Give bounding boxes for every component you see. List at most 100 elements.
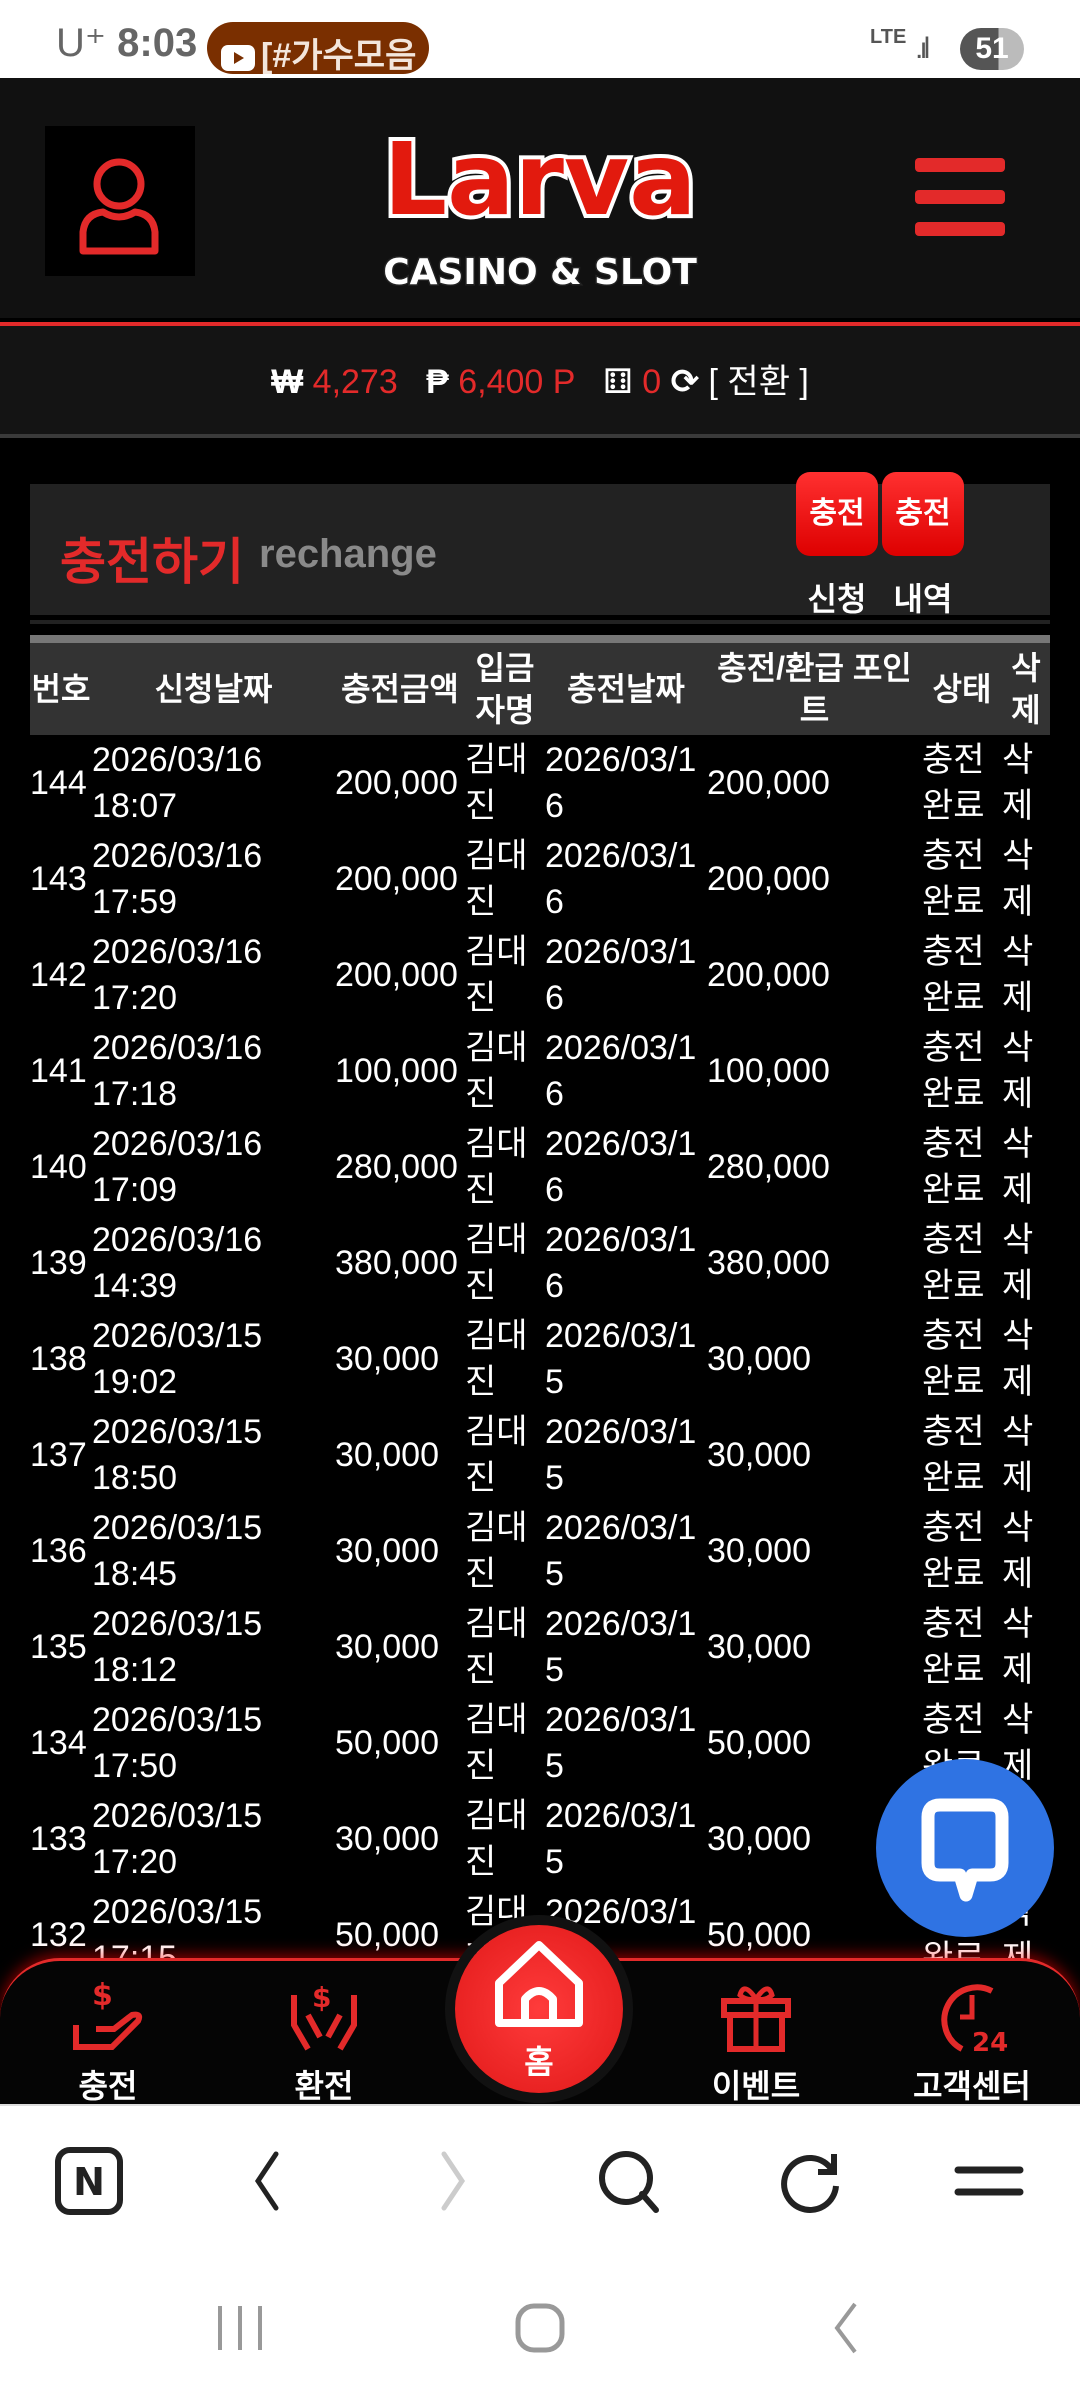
request-date-time: 14:39 — [92, 1267, 178, 1305]
table-row: 143 2026/03/16 17:59 200,000 김대진 2026/03/16 20… — [30, 831, 1050, 927]
delete-button[interactable]: 삭제 — [1002, 1605, 1034, 1689]
chat-button[interactable] — [876, 1759, 1054, 1937]
request-date: 2026/03/16 17:18 — [92, 1023, 335, 1119]
hamburger-menu-button[interactable] — [915, 158, 1005, 238]
recent-apps-icon[interactable] — [210, 2298, 270, 2358]
clock-24-icon: 24 — [941, 1984, 1008, 2058]
charge-amount: 30,000 — [335, 1820, 439, 1858]
depositor-name: 김대진 — [465, 1605, 528, 1689]
chat-icon — [921, 1798, 1009, 1902]
dice-count: 0 — [642, 363, 662, 401]
charge-date: 2026/03/15 — [545, 1413, 697, 1497]
battery-icon: 51 — [960, 28, 1024, 70]
divider — [30, 620, 1050, 624]
divider — [0, 322, 1080, 326]
table-header: 번호 신청날짜 충전금액 입금자명 충전날짜 충전/환급 포인트 상태 삭제 — [30, 639, 1050, 735]
table-row: 137 2026/03/15 18:50 30,000 김대진 2026/03/15 30,… — [30, 1407, 1050, 1503]
svg-text:24: 24 — [972, 2028, 1008, 2055]
forward-icon[interactable] — [418, 2146, 488, 2216]
delete-button[interactable]: 삭제 — [1002, 933, 1034, 1017]
request-date-day: 2026/03/15 — [92, 1509, 263, 1547]
nav-support[interactable]: 24 고객센터 — [892, 1961, 1052, 2107]
nav-exchange[interactable]: $ 환전 — [244, 1961, 404, 2107]
page-title: 충전하기 — [60, 534, 244, 590]
points: 280,000 — [707, 1148, 830, 1186]
delete-button[interactable]: 삭제 — [1002, 1317, 1034, 1401]
col-status: 상태 — [932, 671, 992, 707]
convert-button[interactable]: [ 전환 ] — [708, 363, 809, 401]
delete-button[interactable]: 삭제 — [1002, 837, 1034, 921]
depositor-name: 김대진 — [465, 1413, 528, 1497]
system-nav-bar — [0, 2244, 1080, 2400]
status: 충전완료 — [922, 1125, 985, 1209]
request-date-day: 2026/03/16 — [92, 1221, 263, 1259]
recharge-panel: 충전하기 rechange 충전 신청 충전 내역 — [30, 472, 1050, 617]
charge-date: 2026/03/15 — [545, 1605, 697, 1689]
refresh-icon[interactable]: ⟳ — [670, 363, 700, 401]
status: 충전완료 — [922, 1413, 985, 1497]
nav-home[interactable]: 홈 — [455, 1925, 623, 2093]
points: 30,000 — [707, 1340, 811, 1378]
back-system-icon[interactable] — [815, 2298, 875, 2358]
request-date-day: 2026/03/16 — [92, 741, 263, 779]
row-number: 133 — [30, 1820, 87, 1858]
delete-button[interactable]: 삭제 — [1002, 1125, 1034, 1209]
delete-button[interactable]: 삭제 — [1002, 1509, 1034, 1593]
depositor-name: 김대진 — [465, 837, 528, 921]
points: 50,000 — [707, 1916, 811, 1954]
delete-button[interactable]: 삭제 — [1002, 1221, 1034, 1305]
row-number: 144 — [30, 764, 87, 802]
point-icon: ₱ — [426, 363, 449, 401]
request-date: 2026/03/16 17:09 — [92, 1119, 335, 1215]
nav-charge[interactable]: $ 충전 — [28, 1961, 188, 2107]
request-date: 2026/03/16 18:07 — [92, 735, 335, 831]
status: 충전완료 — [922, 1221, 985, 1305]
back-icon[interactable] — [232, 2146, 302, 2216]
delete-button[interactable]: 삭제 — [1002, 741, 1034, 825]
request-date-time: 18:12 — [92, 1651, 178, 1689]
request-date-time: 17:59 — [92, 883, 178, 921]
charge-date: 2026/03/15 — [545, 1509, 697, 1593]
user-button[interactable] — [45, 126, 195, 276]
row-number: 140 — [30, 1148, 87, 1186]
request-date: 2026/03/15 19:02 — [92, 1311, 335, 1407]
status-bar: U⁺ 8:03 [#가수모음 LTE .ıl 51 — [0, 0, 1080, 78]
site-header: Larva CASINO & SLOT — [0, 78, 1080, 326]
depositor-name: 김대진 — [465, 1029, 528, 1113]
request-date: 2026/03/16 17:20 — [92, 927, 335, 1023]
home-system-icon[interactable] — [510, 2298, 570, 2358]
charge-date: 2026/03/16 — [545, 1029, 697, 1113]
charge-request-button[interactable]: 충전 — [796, 472, 878, 556]
request-date-time: 18:50 — [92, 1459, 178, 1497]
user-icon — [79, 158, 159, 255]
points: 100,000 — [707, 1052, 830, 1090]
depositor-name: 김대진 — [465, 741, 528, 825]
menu-icon[interactable] — [954, 2146, 1024, 2216]
request-date: 2026/03/15 18:50 — [92, 1407, 335, 1503]
charge-date: 2026/03/15 — [545, 1317, 697, 1401]
table-row: 135 2026/03/15 18:12 30,000 김대진 2026/03/15 30,… — [30, 1599, 1050, 1695]
svg-text:$: $ — [92, 1978, 113, 2013]
row-number: 138 — [30, 1340, 87, 1378]
svg-text:N: N — [73, 2160, 105, 2204]
request-date: 2026/03/15 18:12 — [92, 1599, 335, 1695]
request-date-day: 2026/03/15 — [92, 1701, 263, 1739]
points: 30,000 — [707, 1820, 811, 1858]
delete-button[interactable]: 삭제 — [1002, 1701, 1034, 1785]
table-row: 142 2026/03/16 17:20 200,000 김대진 2026/03/16 20… — [30, 927, 1050, 1023]
charge-date: 2026/03/15 — [545, 1701, 697, 1785]
charge-request-caption[interactable]: 신청 — [807, 581, 867, 617]
request-date-day: 2026/03/16 — [92, 1125, 263, 1163]
delete-button[interactable]: 삭제 — [1002, 1029, 1034, 1113]
charge-history-caption[interactable]: 내역 — [893, 581, 953, 617]
charge-amount: 200,000 — [335, 764, 458, 802]
reload-icon[interactable] — [776, 2146, 846, 2216]
status: 충전완료 — [922, 837, 985, 921]
naver-home-icon[interactable]: N — [54, 2146, 124, 2216]
col-points: 충전/환급 포인트 — [717, 650, 912, 728]
nav-event[interactable]: 이벤트 — [676, 1961, 836, 2107]
larva-logo[interactable]: Larva CASINO & SLOT — [370, 94, 710, 304]
charge-history-button[interactable]: 충전 — [882, 472, 964, 556]
search-icon[interactable] — [594, 2146, 664, 2216]
delete-button[interactable]: 삭제 — [1002, 1413, 1034, 1497]
